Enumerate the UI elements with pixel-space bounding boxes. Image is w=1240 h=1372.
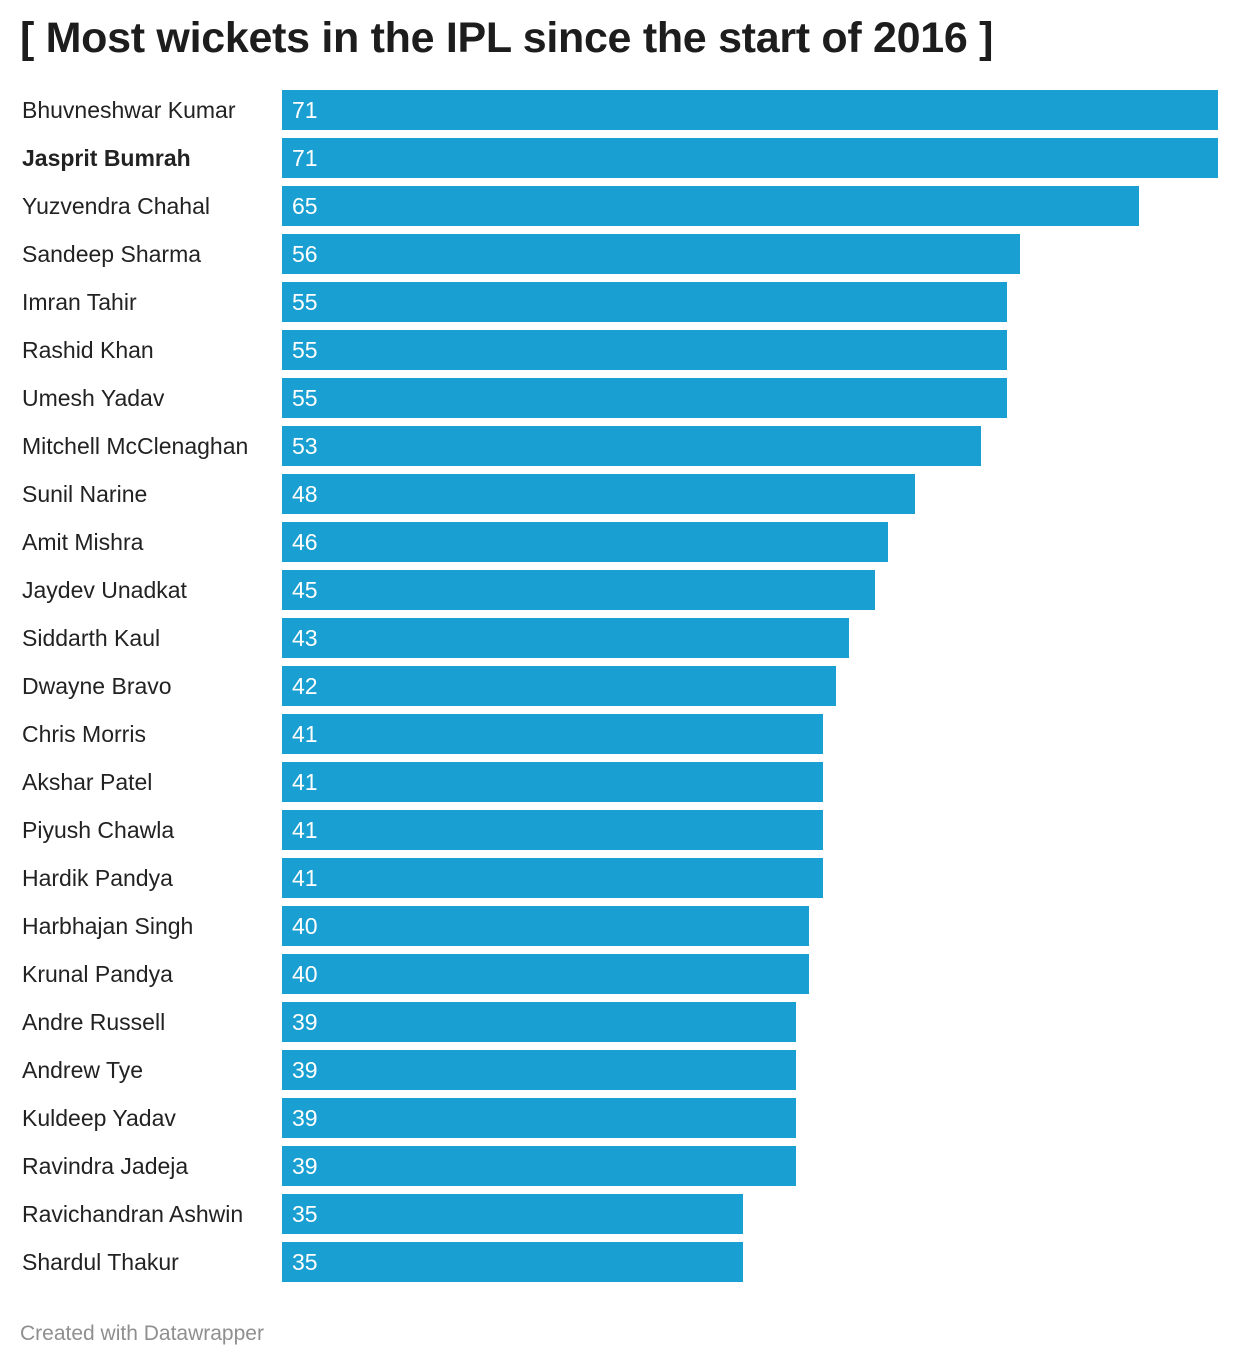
bar: 41 xyxy=(282,714,823,754)
bar: 71 xyxy=(282,90,1218,130)
bar-label: Akshar Patel xyxy=(22,769,153,795)
bar-value-label: 43 xyxy=(292,625,318,651)
bar: 35 xyxy=(282,1242,743,1282)
bar-value-label: 42 xyxy=(292,673,318,699)
bar-label: Siddarth Kaul xyxy=(22,625,161,651)
bar-label: Hardik Pandya xyxy=(22,865,173,891)
bar: 42 xyxy=(282,666,836,706)
bar-value-label: 35 xyxy=(292,1201,318,1227)
bar-value-label: 56 xyxy=(292,241,318,267)
bar-value-label: 71 xyxy=(292,145,318,171)
bar: 48 xyxy=(282,474,915,514)
bar-label: Bhuvneshwar Kumar xyxy=(22,97,236,123)
bar-label: Jasprit Bumrah xyxy=(22,145,191,171)
bar-label: Dwayne Bravo xyxy=(22,673,172,699)
bar-label: Andrew Tye xyxy=(22,1057,144,1083)
bar-value-label: 53 xyxy=(292,433,318,459)
bar-label: Amit Mishra xyxy=(22,529,144,555)
bar-value-label: 41 xyxy=(292,769,318,795)
bar-value-label: 41 xyxy=(292,817,318,843)
bar-label: Piyush Chawla xyxy=(22,817,175,843)
bar-value-label: 41 xyxy=(292,721,318,747)
bar: 71 xyxy=(282,138,1218,178)
bar: 55 xyxy=(282,330,1007,370)
chart-title: [ Most wickets in the IPL since the star… xyxy=(20,14,994,62)
bar: 35 xyxy=(282,1194,743,1234)
bar-label: Ravichandran Ashwin xyxy=(22,1201,244,1227)
bar: 43 xyxy=(282,618,849,658)
bar-label: Mitchell McClenaghan xyxy=(22,433,249,459)
bar-value-label: 41 xyxy=(292,865,318,891)
bar-value-label: 48 xyxy=(292,481,318,507)
bar: 40 xyxy=(282,954,809,994)
bar-value-label: 65 xyxy=(292,193,318,219)
bar-label: Yuzvendra Chahal xyxy=(22,193,210,219)
footer-credit: Created with Datawrapper xyxy=(20,1322,264,1345)
bar-value-label: 35 xyxy=(292,1249,318,1275)
bar-label: Andre Russell xyxy=(22,1009,166,1035)
bar-label: Imran Tahir xyxy=(22,289,137,315)
bar-value-label: 55 xyxy=(292,337,318,363)
bar-value-label: 55 xyxy=(292,289,318,315)
bar-label: Chris Morris xyxy=(22,721,146,747)
bar-label: Sandeep Sharma xyxy=(22,241,202,267)
bar: 39 xyxy=(282,1002,796,1042)
bar: 39 xyxy=(282,1098,796,1138)
bar: 41 xyxy=(282,810,823,850)
bar: 39 xyxy=(282,1050,796,1090)
bar-label: Rashid Khan xyxy=(22,337,154,363)
bar-value-label: 39 xyxy=(292,1105,318,1131)
bar-label: Umesh Yadav xyxy=(22,385,165,411)
bar: 65 xyxy=(282,186,1139,226)
bar: 55 xyxy=(282,282,1007,322)
bar-value-label: 55 xyxy=(292,385,318,411)
bar: 41 xyxy=(282,762,823,802)
bar-value-label: 39 xyxy=(292,1153,318,1179)
bar: 56 xyxy=(282,234,1020,274)
bar: 55 xyxy=(282,378,1007,418)
bar-value-label: 39 xyxy=(292,1057,318,1083)
bar-label: Krunal Pandya xyxy=(22,961,173,987)
bar-value-label: 71 xyxy=(292,97,318,123)
bar: 40 xyxy=(282,906,809,946)
bar-label: Jaydev Unadkat xyxy=(22,577,187,603)
bar-value-label: 46 xyxy=(292,529,318,555)
bar-chart: Bhuvneshwar Kumar 71 Jasprit Bumrah 71 Yuzve… xyxy=(22,90,1218,1282)
bar: 53 xyxy=(282,426,981,466)
bar-label: Ravindra Jadeja xyxy=(22,1153,189,1179)
bar-label: Sunil Narine xyxy=(22,481,148,507)
bar: 41 xyxy=(282,858,823,898)
bar-value-label: 39 xyxy=(292,1009,318,1035)
bar-label: Harbhajan Singh xyxy=(22,913,194,939)
bar: 39 xyxy=(282,1146,796,1186)
bar: 45 xyxy=(282,570,875,610)
bar-label: Shardul Thakur xyxy=(22,1249,179,1275)
bar-value-label: 40 xyxy=(292,913,318,939)
bar-value-label: 40 xyxy=(292,961,318,987)
bar-label: Kuldeep Yadav xyxy=(22,1105,176,1131)
bar-value-label: 45 xyxy=(292,577,318,603)
bar: 46 xyxy=(282,522,888,562)
